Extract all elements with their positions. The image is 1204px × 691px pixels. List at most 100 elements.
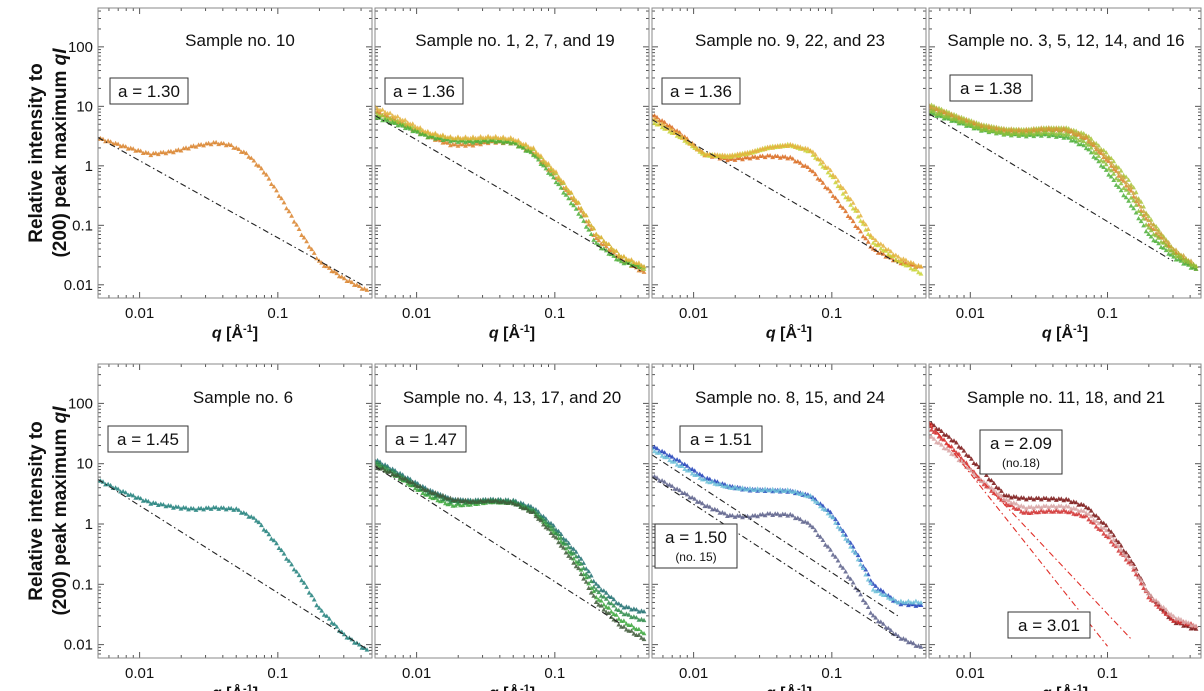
data-point: [1093, 155, 1099, 161]
data-point: [1028, 504, 1034, 509]
data-point: [541, 522, 546, 527]
data-point: [1083, 145, 1089, 151]
data-point: [699, 149, 705, 154]
data-point: [279, 196, 284, 201]
x-tick-label: 0.1: [821, 305, 842, 322]
data-point: [850, 200, 856, 205]
data-point: [563, 184, 569, 189]
data-point: [697, 147, 703, 152]
data-point: [1146, 225, 1151, 230]
data-point: [1031, 125, 1037, 131]
y-tick-label: 0.01: [64, 637, 93, 654]
data-point: [276, 545, 282, 550]
data-point: [108, 139, 113, 144]
data-point: [588, 578, 594, 583]
data-point: [833, 516, 838, 522]
data-point: [1168, 616, 1174, 621]
data-point: [667, 452, 672, 458]
data-point: [1078, 137, 1084, 142]
data-point: [1146, 594, 1151, 600]
data-point: [425, 128, 431, 134]
data-point: [163, 150, 169, 156]
data-point: [878, 246, 884, 251]
data-point: [1043, 129, 1049, 134]
data-point: [825, 544, 831, 549]
data-point: [498, 138, 504, 143]
data-point: [221, 141, 227, 146]
data-point: [770, 145, 776, 150]
data-point: [193, 144, 199, 149]
x-tick-label: 0.1: [544, 305, 565, 322]
data-point: [1166, 239, 1171, 245]
data-point: [186, 146, 191, 151]
data-point: [697, 471, 703, 476]
data-point: [1096, 515, 1102, 520]
data-point: [1128, 195, 1134, 200]
data-point: [380, 465, 385, 471]
data-point: [593, 231, 599, 236]
data-point: [568, 200, 574, 206]
fit-line: [98, 478, 369, 651]
data-point: [1113, 182, 1119, 187]
data-point: [410, 121, 416, 126]
plot-frame: [651, 363, 927, 659]
data-point: [1051, 126, 1057, 131]
data-point: [1004, 497, 1009, 502]
data-point: [858, 562, 863, 567]
panel-6-marks: 0.01 0.1 q [Å-1]: [651, 364, 926, 691]
data-point: [281, 200, 287, 205]
data-point: [1011, 505, 1017, 510]
data-point: [261, 527, 267, 532]
data-point: [624, 256, 629, 261]
data-point: [863, 600, 869, 605]
fit-line: [652, 119, 899, 264]
data-point: [813, 171, 818, 177]
data-point: [470, 498, 476, 503]
data-point: [1113, 168, 1119, 173]
data-point: [699, 500, 705, 506]
data-point: [808, 493, 813, 498]
data-point: [654, 114, 660, 120]
data-point: [301, 235, 307, 240]
data-point: [1131, 198, 1136, 203]
y-tick-label: 1: [85, 158, 93, 175]
data-point: [929, 421, 934, 426]
plot-frame: [651, 7, 927, 299]
data-point: [1186, 259, 1191, 264]
data-point: [641, 636, 647, 642]
data-point: [931, 109, 937, 114]
data-point: [241, 149, 247, 154]
data-point: [377, 115, 383, 120]
data-point: [578, 571, 584, 576]
data-point: [863, 222, 869, 227]
data-point: [198, 505, 204, 511]
data-point: [543, 159, 549, 165]
data-point: [626, 605, 632, 610]
data-point: [853, 205, 858, 210]
plot-area: [375, 458, 647, 642]
data-point: [1108, 160, 1114, 165]
data-point: [865, 231, 871, 236]
data-point: [427, 494, 433, 500]
data-point: [1108, 539, 1114, 544]
data-point: [576, 558, 581, 563]
data-point: [1093, 524, 1099, 529]
data-point: [375, 106, 380, 111]
data-point: [1091, 512, 1097, 517]
data-point: [1108, 529, 1114, 534]
data-point: [954, 440, 959, 445]
data-point: [246, 154, 252, 159]
data-point: [525, 148, 531, 153]
data-point: [1028, 130, 1034, 135]
data-point: [528, 506, 534, 511]
data-point: [840, 528, 846, 533]
data-point: [1013, 494, 1019, 499]
data-point: [518, 504, 524, 509]
data-point: [427, 489, 433, 495]
plot-frame: [928, 7, 1202, 299]
data-point: [1106, 166, 1112, 171]
data-point: [755, 155, 760, 160]
data-point: [901, 256, 906, 261]
data-point: [652, 444, 657, 449]
